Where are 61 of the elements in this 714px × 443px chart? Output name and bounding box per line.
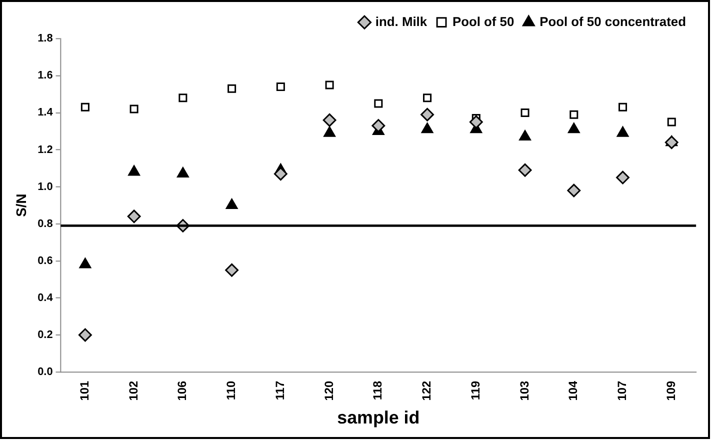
y-tick-label: 1.6 <box>38 70 53 82</box>
point <box>520 108 530 117</box>
x-tick-label: 118 <box>370 380 385 400</box>
y-axis-title: S/N <box>13 194 30 217</box>
point <box>226 198 238 210</box>
point <box>518 163 532 177</box>
point <box>421 122 434 134</box>
legend-label: Pool of 50 <box>452 14 514 29</box>
legend-label: ind. Milk <box>375 14 428 29</box>
x-tick-label: 120 <box>322 380 336 401</box>
y-tick-label: 1.8 <box>38 32 53 45</box>
x-tick-label: 102 <box>126 380 140 401</box>
point <box>420 108 434 122</box>
x-tick-label: 104 <box>566 380 580 401</box>
legend-label: Pool of 50 concentrated <box>540 14 686 29</box>
point <box>80 102 90 112</box>
y-tick-label: 0.4 <box>38 292 53 304</box>
y-tick-label: 0.2 <box>38 328 53 341</box>
x-tick-label: 101 <box>77 380 92 401</box>
x-tick-label: 109 <box>664 380 678 401</box>
point <box>519 130 531 141</box>
point <box>616 170 630 184</box>
point <box>130 104 138 114</box>
point <box>570 110 578 119</box>
point <box>568 122 580 134</box>
point <box>225 263 239 277</box>
x-tick-label: 119 <box>468 380 482 400</box>
point <box>618 102 628 112</box>
x-tick-label: 106 <box>175 380 190 401</box>
y-tick-label: 0.8 <box>38 218 53 230</box>
point <box>127 210 141 224</box>
point <box>372 119 386 132</box>
point <box>664 136 678 150</box>
point <box>322 113 336 127</box>
point <box>274 167 288 181</box>
point <box>228 84 236 93</box>
point <box>128 165 140 176</box>
point <box>325 80 334 90</box>
point <box>276 82 285 92</box>
point <box>374 99 383 108</box>
point <box>616 126 629 137</box>
point <box>177 167 189 178</box>
point <box>469 115 483 129</box>
point <box>79 258 92 268</box>
x-tick-label: 117 <box>272 380 287 400</box>
point <box>567 184 581 198</box>
y-tick-label: 0.6 <box>38 254 53 267</box>
point <box>423 94 432 102</box>
y-tick-label: 1.4 <box>38 106 53 119</box>
point <box>178 94 188 102</box>
y-tick-label: 1.0 <box>38 180 53 193</box>
x-tick-label: 103 <box>517 380 532 401</box>
point <box>667 118 676 126</box>
y-tick-label: 1.2 <box>38 144 53 156</box>
point <box>78 328 92 342</box>
x-axis-title: sample id <box>337 407 420 428</box>
y-tick-label: 0.0 <box>38 366 53 378</box>
point <box>324 126 336 137</box>
x-tick-label: 110 <box>224 380 238 400</box>
x-tick-label: 122 <box>420 380 434 401</box>
x-tick-label: 107 <box>615 380 630 401</box>
